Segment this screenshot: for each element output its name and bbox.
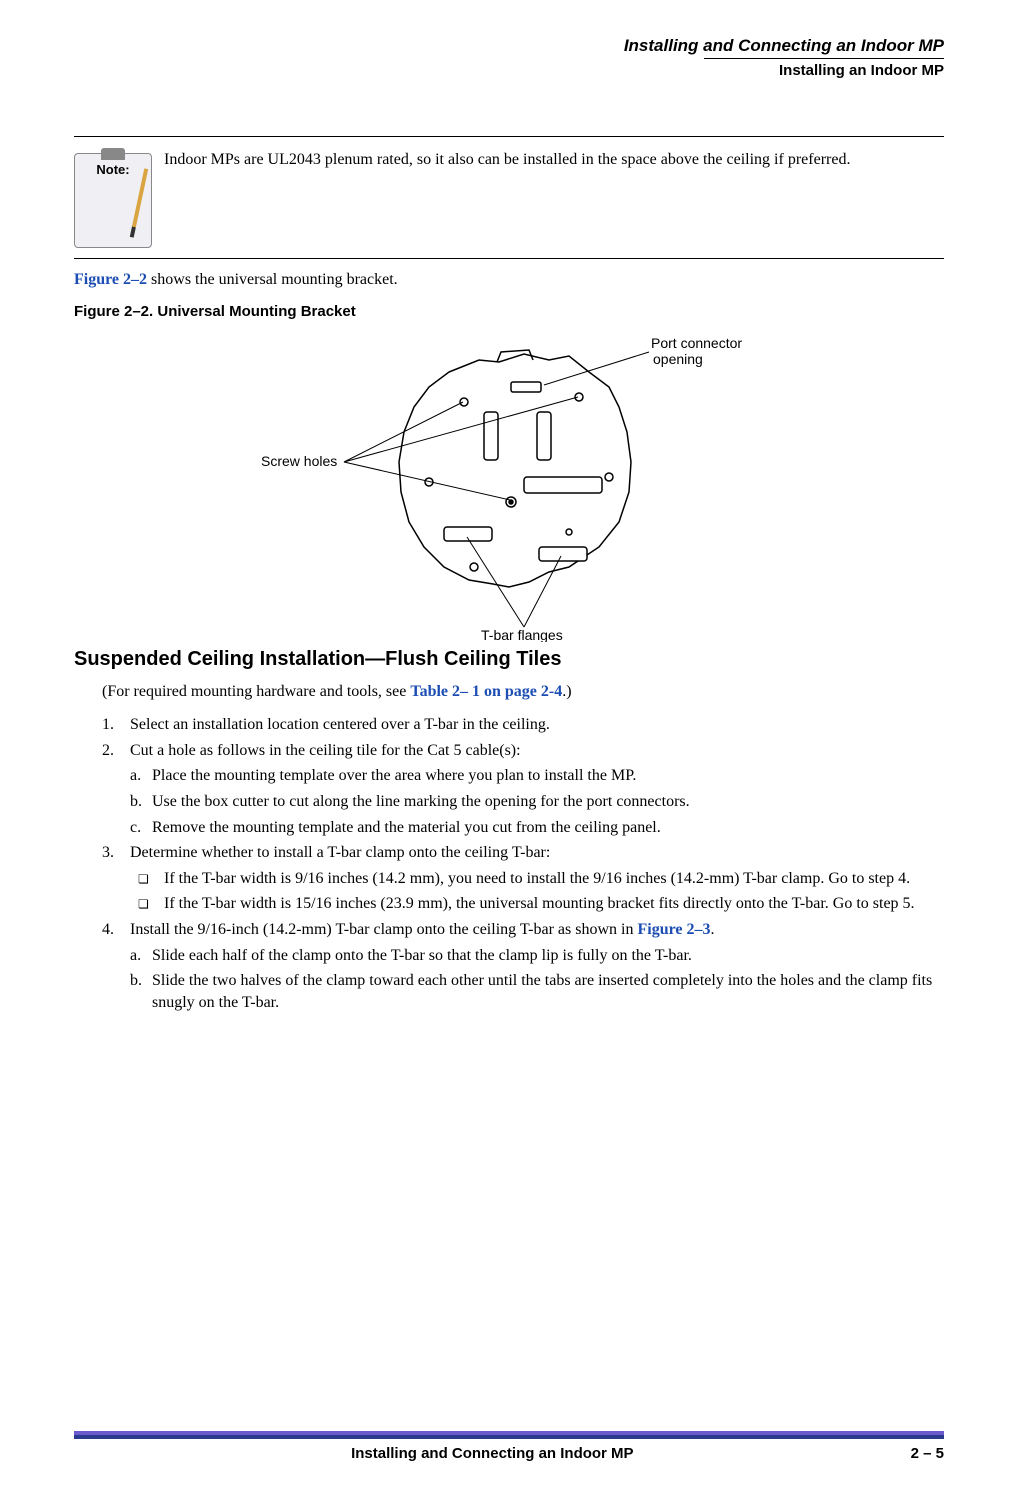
label-opening: opening <box>653 351 703 367</box>
footer-page-number: 2 – 5 <box>911 1445 944 1462</box>
step-3: Determine whether to install a T-bar cla… <box>102 842 944 915</box>
step-3-bullet-2: If the T-bar width is 15/16 inches (23.9… <box>130 893 944 915</box>
step-2b: Use the box cutter to cut along the line… <box>130 791 944 813</box>
header-title: Installing and Connecting an Indoor MP <box>74 36 944 56</box>
label-tbar-flanges: T-bar flanges <box>481 627 563 642</box>
step-3-bullet-1: If the T-bar width is 9/16 inches (14.2 … <box>130 868 944 890</box>
step-1: Select an installation location centered… <box>102 714 944 736</box>
step-2a: Place the mounting template over the are… <box>130 765 944 787</box>
note-text: Indoor MPs are UL2043 plenum rated, so i… <box>164 147 850 171</box>
step-4: Install the 9/16-inch (14.2-mm) T-bar cl… <box>102 919 944 1013</box>
label-screw-holes: Screw holes <box>261 453 337 469</box>
figure-2-3-link[interactable]: Figure 2–3 <box>637 921 710 938</box>
step-4a: Slide each half of the clamp onto the T-… <box>130 945 944 967</box>
footer-title: Installing and Connecting an Indoor MP <box>74 1445 911 1462</box>
note-clipboard-icon: Note: <box>74 153 152 248</box>
bracket-diagram: Port connector opening Screw holes T-bar… <box>74 332 944 642</box>
footer-bar <box>74 1431 944 1439</box>
step-4b: Slide the two halves of the clamp toward… <box>130 970 944 1013</box>
section-heading: Suspended Ceiling Installation—Flush Cei… <box>74 648 944 671</box>
note-block: Note: Indoor MPs are UL2043 plenum rated… <box>74 136 944 259</box>
instruction-list: Select an installation location centered… <box>102 714 944 1013</box>
table-ref-link[interactable]: Table 2– 1 on page 2-4 <box>410 683 562 700</box>
page-footer: Installing and Connecting an Indoor MP 2… <box>74 1431 944 1462</box>
note-label: Note: <box>96 162 129 177</box>
label-port-connector: Port connector <box>651 335 742 351</box>
intro-paren: (For required mounting hardware and tool… <box>102 681 944 703</box>
figure-ref-sentence: Figure 2–2 shows the universal mounting … <box>74 269 944 291</box>
header-subtitle: Installing an Indoor MP <box>704 58 944 79</box>
figure-caption: Figure 2–2. Universal Mounting Bracket <box>74 303 944 320</box>
step-2: Cut a hole as follows in the ceiling til… <box>102 740 944 838</box>
step-2c: Remove the mounting template and the mat… <box>130 817 944 839</box>
figure-ref-link[interactable]: Figure 2–2 <box>74 271 147 288</box>
page-header: Installing and Connecting an Indoor MP I… <box>74 36 944 80</box>
